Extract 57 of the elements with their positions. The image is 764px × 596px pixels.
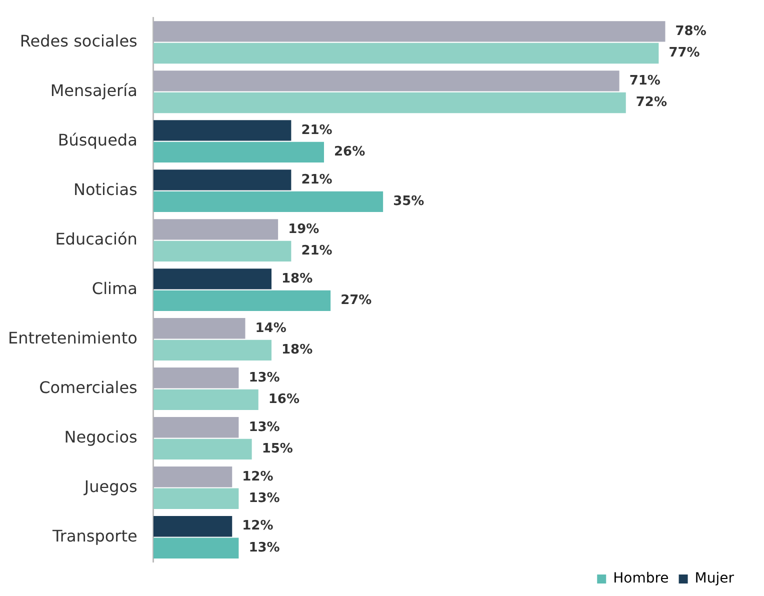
bar (153, 268, 272, 290)
bar (153, 170, 292, 190)
bar (153, 318, 246, 339)
y-tick-label: Noticias (74, 180, 138, 199)
legend-label: Hombre (613, 570, 669, 587)
data-label: 21% (301, 244, 332, 259)
y-tick-label: Clima (92, 278, 138, 298)
data-label: 13% (248, 420, 280, 435)
bar (153, 538, 239, 558)
bar (153, 21, 666, 42)
data-label: 71% (629, 73, 660, 88)
y-tick-label: Búsqueda (58, 130, 138, 150)
data-label: 15% (262, 442, 293, 457)
bar (153, 466, 232, 488)
bar (153, 368, 239, 388)
bar (153, 219, 278, 240)
data-label: 18% (282, 342, 313, 358)
bar (153, 389, 258, 410)
data-label: 78% (675, 24, 706, 39)
data-label: 14% (255, 320, 286, 336)
data-label: 26% (334, 144, 366, 160)
bar (153, 142, 324, 163)
bar (153, 438, 252, 460)
data-label: 72% (636, 95, 667, 110)
legend-label: Mujer (694, 570, 734, 587)
bar (153, 120, 292, 141)
data-label: 19% (288, 222, 320, 237)
y-tick-label: Negocios (64, 427, 138, 446)
data-label: 21% (301, 172, 332, 188)
data-label: 13% (248, 370, 280, 386)
y-tick-label: Entretenimiento (8, 328, 138, 348)
bar (153, 340, 272, 361)
y-tick-label: Redes sociales (20, 32, 138, 50)
data-label: 27% (340, 293, 372, 308)
bar (153, 42, 659, 64)
data-label: 13% (248, 491, 280, 506)
bar (153, 70, 620, 92)
bar (153, 240, 292, 262)
y-tick-label: Comerciales (39, 378, 138, 397)
bar (153, 417, 239, 438)
data-label: 12% (242, 469, 274, 484)
y-tick-label: Juegos (83, 476, 138, 496)
bar (153, 290, 331, 312)
bar (153, 92, 626, 114)
bar (153, 516, 232, 537)
data-label: 35% (393, 194, 424, 210)
y-tick-label: Educación (55, 229, 138, 248)
data-label: 12% (242, 518, 274, 534)
data-label: 21% (301, 122, 332, 138)
data-label: 77% (668, 46, 700, 61)
y-tick-label: Transporte (51, 526, 138, 546)
bar (153, 488, 239, 509)
data-label: 16% (268, 392, 300, 408)
data-label: 13% (248, 540, 280, 556)
data-label: 18% (282, 271, 313, 286)
y-tick-label: Mensajería (50, 80, 138, 100)
bar (153, 191, 384, 212)
